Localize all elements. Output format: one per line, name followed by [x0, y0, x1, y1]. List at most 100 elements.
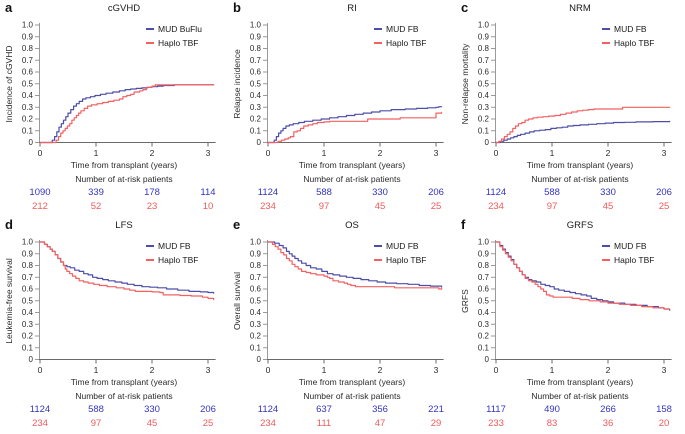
at-risk-header: Number of at-risk patients [531, 174, 629, 184]
at-risk-count: 588 [544, 187, 560, 198]
legend-item: Haplo TBF [602, 37, 654, 48]
y-tick-label: 0.5 [250, 297, 262, 306]
y-tick-label: 0.2 [250, 332, 262, 341]
y-tick-label: 1.0 [478, 21, 490, 30]
at-risk-count: 23 [146, 201, 158, 212]
km-curve-haplo [39, 84, 215, 144]
at-risk-header: Number of at-risk patients [75, 391, 173, 401]
x-tick-label: 0 [266, 365, 271, 375]
y-tick-label: 0.4 [250, 91, 262, 100]
survival-plot: 0 0.1 0.2 0.3 0.4 0.5 0.6 0.7 0.8 0.9 1.0 0 1 2 3 [250, 238, 444, 375]
at-risk-count: 206 [656, 187, 672, 198]
y-tick-label: 0.3 [22, 103, 34, 112]
at-risk-row-haplo: 234 97 45 25 [228, 201, 456, 213]
x-tick-label: 0 [38, 365, 43, 375]
at-risk-row-haplo: 234 97 45 25 [456, 201, 685, 213]
km-curve-haplo [267, 111, 443, 144]
at-risk-count: 330 [372, 187, 388, 198]
x-axis-label: Time from transplant (years) [526, 377, 634, 387]
legend-line-blue [374, 244, 382, 247]
panel-letter: d [5, 217, 13, 232]
at-risk-count: 45 [374, 201, 386, 212]
chart-title: GRFS [566, 220, 594, 231]
panel-f: f GRFS GRFS 0 0.1 0.2 0.3 0.4 0.5 0.6 0.7 0.8 0.9… [456, 217, 685, 434]
x-tick-label: 3 [206, 148, 211, 158]
at-risk-count: 206 [200, 404, 216, 415]
y-tick-label: 0.9 [478, 33, 490, 42]
legend-line-red [374, 41, 382, 44]
legend-item: MUD BuFlu [146, 23, 202, 34]
chart-title: LFS [115, 220, 133, 231]
y-tick-label: 0.4 [478, 308, 490, 317]
x-tick-label: 2 [150, 365, 155, 375]
y-tick-label: 0.5 [22, 80, 34, 89]
x-axis-label: Time from transplant (years) [526, 160, 634, 170]
x-tick-label: 2 [378, 148, 383, 158]
legend-line-red [146, 258, 154, 261]
y-tick-label: 1.0 [22, 238, 34, 247]
at-risk-count: 330 [144, 404, 160, 415]
x-axis-label: Time from transplant (years) [70, 377, 178, 387]
at-risk-count: 356 [372, 404, 388, 415]
y-tick-label: 0.4 [22, 308, 34, 317]
y-tick-label: 0 [485, 355, 490, 364]
x-tick-label: 1 [94, 365, 99, 375]
legend: MUD FB Haplo TBF [374, 23, 426, 48]
y-tick-label: 0.2 [22, 115, 34, 124]
panel-letter: f [461, 217, 466, 232]
legend-label: MUD FB [386, 23, 419, 34]
y-tick-label: 0.1 [250, 126, 262, 135]
legend-line-blue [146, 27, 154, 30]
at-risk-count: 111 [316, 418, 332, 429]
at-risk-count: 1124 [485, 187, 507, 198]
x-tick-label: 1 [550, 148, 555, 158]
y-tick-label: 0.5 [250, 80, 262, 89]
at-risk-count: 20 [658, 418, 670, 429]
at-risk-row-mud: 1124 637 356 221 [228, 404, 456, 416]
at-risk-count: 266 [600, 404, 616, 415]
legend-label: Haplo TBF [158, 37, 199, 48]
y-tick-label: 0 [29, 138, 34, 147]
y-tick-label: 1.0 [22, 21, 34, 30]
panel-e: e OS Overall survival 0 0.1 0.2 0.3 0.4 0.5 0.… [228, 217, 456, 434]
y-tick-label: 1.0 [250, 21, 262, 30]
legend-item: Haplo TBF [374, 254, 426, 265]
y-tick-label: 0.5 [478, 297, 490, 306]
x-tick-label: 2 [378, 365, 383, 375]
survival-plot: 0 0.1 0.2 0.3 0.4 0.5 0.6 0.7 0.8 0.9 1.0 0 1 2 3 [22, 21, 216, 158]
x-tick-label: 3 [662, 365, 667, 375]
legend-item: Haplo TBF [146, 37, 202, 48]
y-tick-label: 0.8 [478, 44, 490, 53]
x-tick-label: 3 [434, 148, 439, 158]
at-risk-count: 97 [318, 201, 330, 212]
x-tick-label: 2 [150, 148, 155, 158]
at-risk-count: 234 [488, 201, 504, 212]
km-curve-haplo [267, 241, 443, 290]
at-risk-count: 233 [488, 418, 504, 429]
legend: MUD FB Haplo TBF [374, 240, 426, 265]
y-tick-label: 0.1 [478, 343, 490, 352]
y-tick-label: 0.1 [250, 343, 262, 352]
at-risk-count: 1090 [29, 187, 51, 198]
y-tick-label: 0.3 [22, 320, 34, 329]
legend-item: MUD FB [374, 240, 426, 251]
panel-letter: c [461, 0, 469, 15]
y-tick-label: 0.6 [250, 68, 262, 77]
legend-label: MUD BuFlu [158, 23, 202, 34]
x-tick-label: 0 [266, 148, 271, 158]
y-tick-label: 0.6 [250, 285, 262, 294]
at-risk-row-haplo: 212 52 23 10 [0, 201, 228, 213]
at-risk-count: 97 [546, 201, 558, 212]
legend-label: MUD FB [614, 240, 647, 251]
legend-label: MUD FB [386, 240, 419, 251]
legend-label: MUD FB [614, 23, 647, 34]
at-risk-count: 212 [32, 201, 48, 212]
legend-item: MUD FB [602, 240, 654, 251]
at-risk-count: 588 [88, 404, 104, 415]
x-axis-label: Time from transplant (years) [298, 377, 406, 387]
chart-title: RI [347, 3, 357, 14]
chart-title: cGVHD [107, 3, 141, 14]
x-tick-label: 3 [206, 365, 211, 375]
x-tick-label: 2 [606, 148, 611, 158]
chart-title: NRM [569, 3, 591, 14]
